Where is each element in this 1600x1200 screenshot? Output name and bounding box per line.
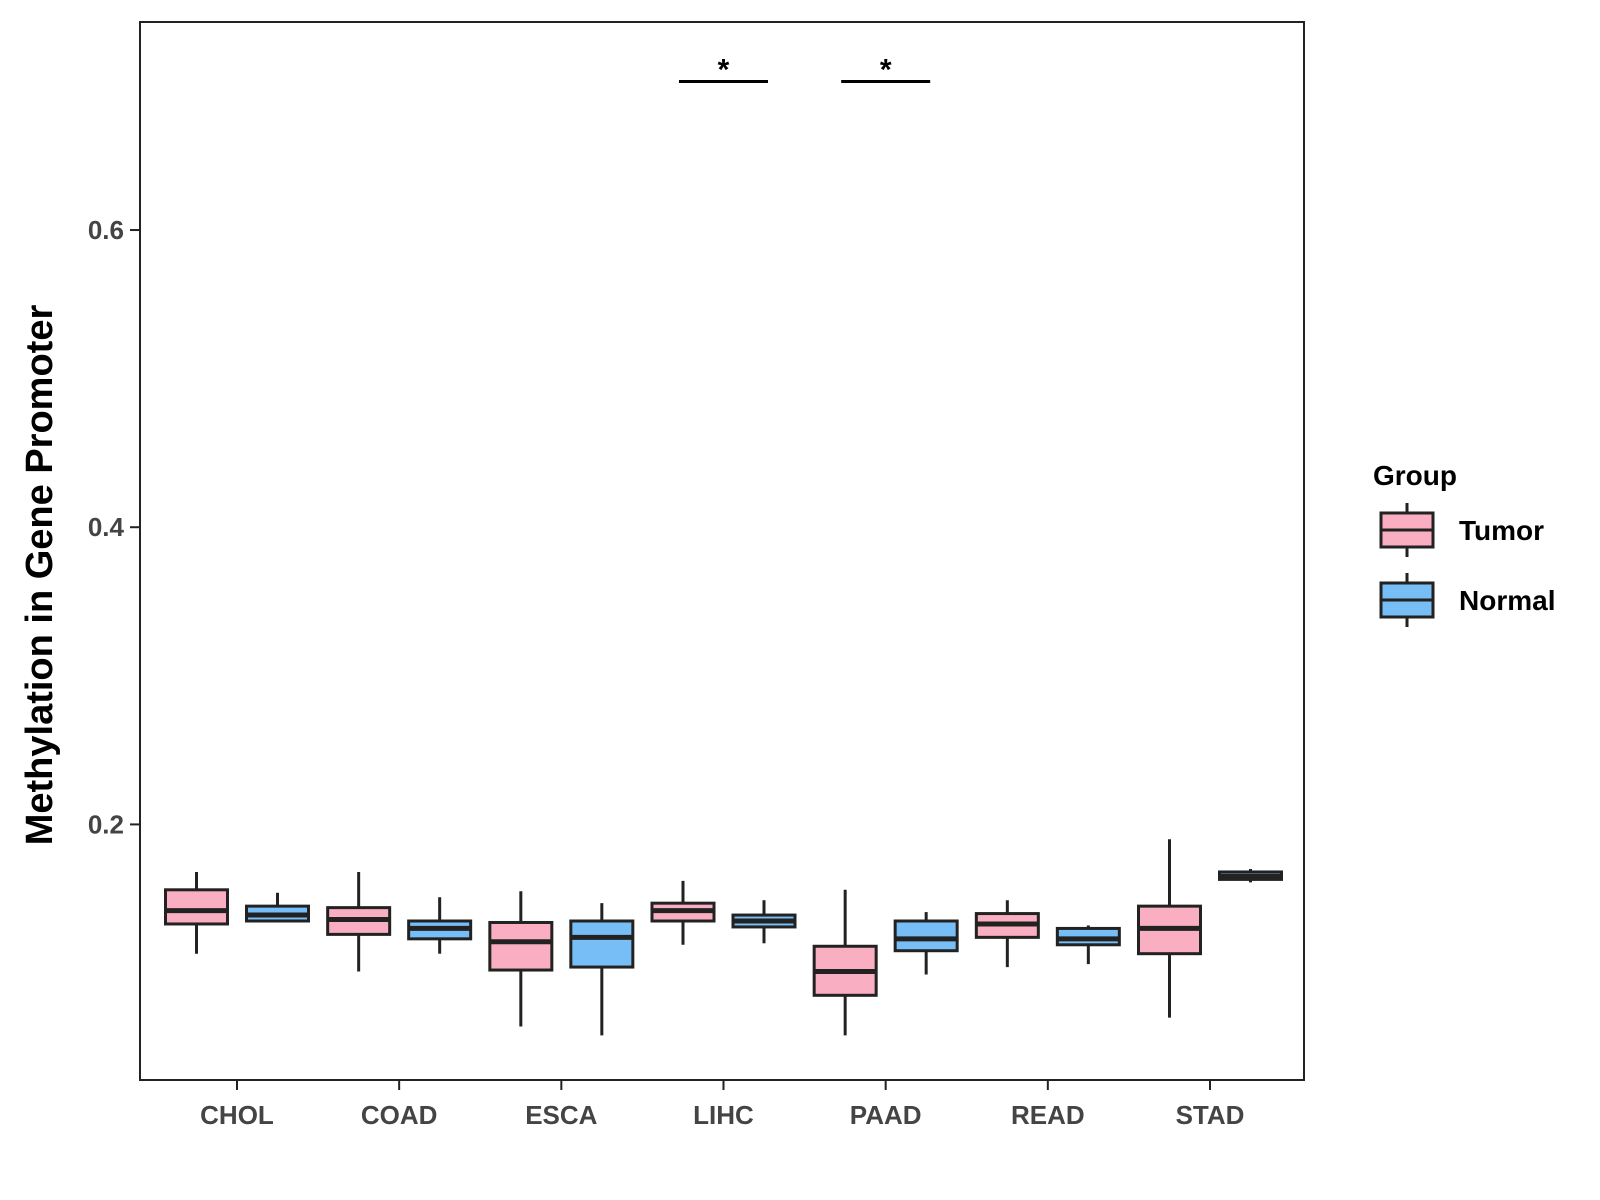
box-tumor-chol bbox=[164, 871, 229, 954]
box-tumor-stad bbox=[1137, 839, 1202, 1018]
x-axis: CHOL COAD ESCA LIHC PAAD READ STAD bbox=[200, 1080, 1244, 1130]
x-tick-label-stad: STAD bbox=[1176, 1100, 1245, 1130]
box-tumor-lihc bbox=[650, 880, 716, 945]
y-tick-label: 0.6 bbox=[88, 215, 124, 245]
significance-layer: * * bbox=[679, 53, 931, 86]
x-tick-label-chol: CHOL bbox=[200, 1100, 274, 1130]
box-tumor-paad bbox=[812, 889, 878, 1036]
box-tumor-read bbox=[974, 900, 1040, 968]
y-tick-label: 0.2 bbox=[88, 809, 124, 839]
legend-title: Group bbox=[1373, 460, 1457, 491]
y-tick-label: 0.4 bbox=[88, 512, 125, 542]
x-tick-label-read: READ bbox=[1011, 1100, 1085, 1130]
y-axis: 0.2 0.4 0.6 bbox=[88, 215, 140, 839]
box-body bbox=[569, 919, 635, 969]
significance-label: * bbox=[880, 53, 892, 86]
box-normal-stad bbox=[1218, 868, 1283, 883]
box-normal-esca bbox=[569, 903, 635, 1036]
box-body bbox=[893, 919, 959, 953]
box-tumor-esca bbox=[488, 891, 554, 1027]
x-tick-label-coad: COAD bbox=[361, 1100, 438, 1130]
plot-panel bbox=[139, 21, 1305, 1081]
box-body bbox=[164, 888, 229, 926]
box-normal-chol bbox=[245, 892, 310, 923]
box-normal-coad bbox=[407, 897, 473, 954]
box-normal-lihc bbox=[731, 900, 797, 944]
x-tick-label-esca: ESCA bbox=[525, 1100, 597, 1130]
box-normal-read bbox=[1055, 925, 1121, 965]
boxes-layer bbox=[164, 839, 1283, 1036]
box-tumor-coad bbox=[326, 871, 392, 972]
legend-entry-tumor: Tumor bbox=[1379, 503, 1544, 557]
box-body bbox=[488, 920, 554, 972]
legend-label: Normal bbox=[1459, 585, 1555, 616]
legend: Group Tumor Normal bbox=[1373, 460, 1555, 627]
legend-label: Tumor bbox=[1459, 515, 1544, 546]
box-normal-paad bbox=[893, 912, 959, 975]
y-axis-title: Methylation in Gene Promoter bbox=[19, 305, 61, 846]
legend-entry-normal: Normal bbox=[1379, 573, 1555, 627]
x-tick-label-lihc: LIHC bbox=[693, 1100, 754, 1130]
x-tick-label-paad: PAAD bbox=[850, 1100, 922, 1130]
significance-label: * bbox=[718, 53, 730, 86]
